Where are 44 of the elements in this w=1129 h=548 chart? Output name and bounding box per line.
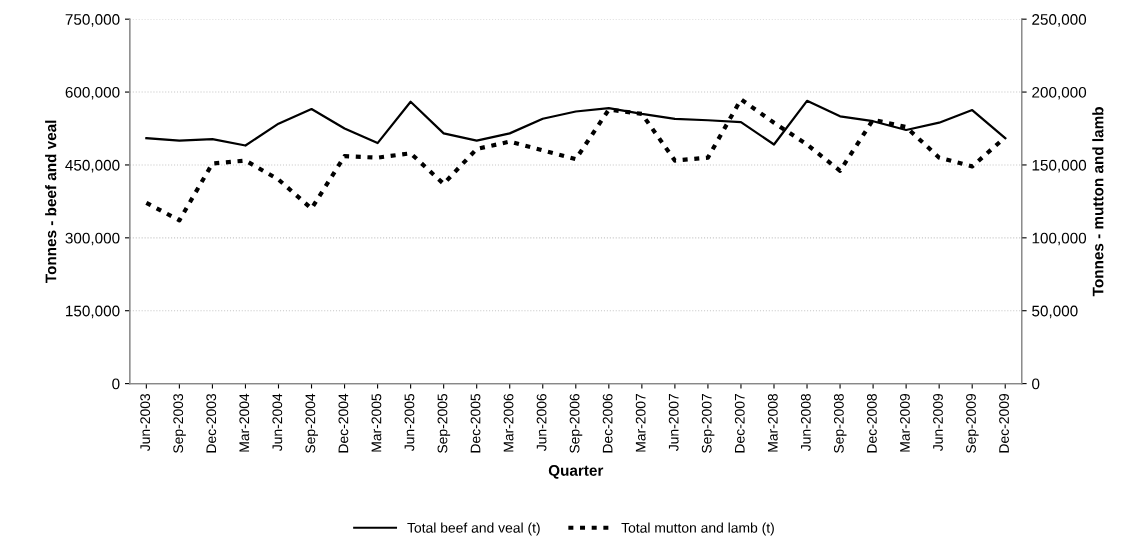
y-axis-title: Tonnes - beef and veal xyxy=(45,120,57,283)
x-tick-label: Dec-2004 xyxy=(338,393,349,453)
y2-axis-title: Tonnes - mutton and lamb xyxy=(1092,107,1104,297)
y2-tick-label: 200,000 xyxy=(1032,86,1087,100)
x-tick-label: Mar-2006 xyxy=(503,393,514,452)
x-tick-label: Sep-2004 xyxy=(305,393,318,453)
y-tick-label: 150,000 xyxy=(66,305,120,319)
y2-tick-label: 150,000 xyxy=(1032,159,1087,173)
y-tick-label: 750,000 xyxy=(65,14,120,27)
x-tick-label: Jun-2009 xyxy=(933,393,943,452)
x-tick-label: Sep-2008 xyxy=(833,393,847,453)
x-tick-label: Jun-2005 xyxy=(404,393,415,452)
x-axis-title: Quarter xyxy=(548,465,604,479)
x-tick-label: Jun-2008 xyxy=(800,393,811,452)
x-tick-label: Sep-2007 xyxy=(701,394,715,453)
x-tick-label: Mar-2005 xyxy=(371,393,382,452)
legend-label: Total mutton and lamb (t) xyxy=(621,522,774,536)
y-tick-label: 300,000 xyxy=(65,232,120,246)
x-tick-label: Jun-2004 xyxy=(272,393,283,452)
y-tick-label: 450,000 xyxy=(65,159,120,173)
x-tick-label: Sep-2006 xyxy=(569,393,583,453)
legend-label: Total beef and veal (t) xyxy=(407,522,540,536)
y-tick-label: 600,000 xyxy=(65,86,120,100)
x-tick-label: Dec-2003 xyxy=(206,393,217,453)
y2-tick-label: 0 xyxy=(1032,378,1040,390)
x-tick-label: Jun-2006 xyxy=(536,393,547,452)
x-tick-label: Sep-2005 xyxy=(437,393,451,453)
x-tick-label: Mar-2009 xyxy=(900,393,910,452)
x-tick-label: Jun-2007 xyxy=(668,394,679,452)
y2-tick-label: 100,000 xyxy=(1032,232,1087,246)
y2-tick-label: 250,000 xyxy=(1032,14,1087,27)
y-tick-label: 0 xyxy=(112,378,120,390)
x-tick-label: Sep-2003 xyxy=(173,393,186,453)
x-tick-label: Sep-2009 xyxy=(966,393,979,453)
x-tick-label: Mar-2004 xyxy=(239,393,250,452)
x-tick-label: Dec-2007 xyxy=(734,394,745,453)
x-tick-label: Dec-2005 xyxy=(470,393,481,453)
x-tick-label: Jun-2003 xyxy=(140,393,151,452)
x-tick-label: Mar-2008 xyxy=(767,393,778,452)
x-tick-label: Dec-2006 xyxy=(602,393,613,453)
x-tick-label: Mar-2007 xyxy=(635,394,646,452)
y2-tick-label: 50,000 xyxy=(1032,305,1078,319)
x-tick-label: Dec-2008 xyxy=(866,393,877,453)
x-tick-label: Dec-2009 xyxy=(999,393,1009,453)
